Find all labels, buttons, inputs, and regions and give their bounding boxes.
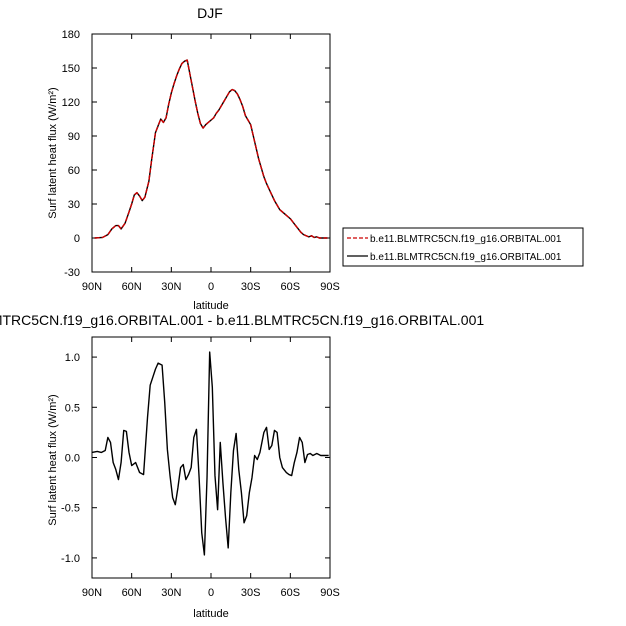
top-xtick-label: 60S bbox=[281, 281, 301, 293]
bottom-xtick-label: 30S bbox=[241, 587, 261, 599]
bottom-ytick-label: 1.0 bbox=[65, 352, 80, 364]
bottom-xtick-label: 90N bbox=[82, 587, 102, 599]
bottom-chart-ylabel: Surf latent heat flux (W/m²) bbox=[47, 394, 59, 525]
bottom-xtick-label: 90S bbox=[320, 587, 340, 599]
bottom-chart: b.e11.BLMTRC5CN.f19_g16.ORBITAL.001 - b.… bbox=[0, 312, 484, 620]
top-chart-frame bbox=[91, 33, 331, 273]
top-chart-title: DJF bbox=[197, 5, 223, 21]
bottom-chart-frame bbox=[91, 336, 331, 579]
top-ytick-label: 180 bbox=[62, 29, 80, 41]
top-xtick-label: 30N bbox=[161, 281, 181, 293]
top-xtick-label: 90S bbox=[320, 281, 340, 293]
legend-label-1: b.e11.BLMTRC5CN.f19_g16.ORBITAL.001 bbox=[370, 234, 562, 245]
top-ytick-label: 150 bbox=[62, 63, 80, 75]
top-chart-ylabel: Surf latent heat flux (W/m²) bbox=[47, 87, 59, 218]
bottom-xtick-label: 60S bbox=[281, 587, 301, 599]
top-xtick-label: 30S bbox=[241, 281, 261, 293]
bottom-xtick-label: 60N bbox=[122, 587, 142, 599]
bottom-chart-xlabel: latitude bbox=[193, 608, 228, 620]
bottom-series-line-solid bbox=[91, 351, 329, 556]
top-chart: DJF 90N 60N 30N 0 30S 60S 90S -30 0 30 60 90 120 150 1… bbox=[47, 5, 340, 312]
top-ytick-label: -30 bbox=[64, 267, 80, 279]
top-ytick-label: 60 bbox=[68, 165, 80, 177]
legend: b.e11.BLMTRC5CN.f19_g16.ORBITAL.001 b.e1… bbox=[342, 227, 584, 267]
top-xtick-label: 60N bbox=[122, 281, 142, 293]
top-series-line-dashed bbox=[94, 59, 328, 239]
top-ytick-label: 120 bbox=[62, 97, 80, 109]
bottom-xtick-label: 0 bbox=[208, 587, 214, 599]
legend-label-2: b.e11.BLMTRC5CN.f19_g16.ORBITAL.001 bbox=[370, 252, 562, 263]
bottom-chart-title: b.e11.BLMTRC5CN.f19_g16.ORBITAL.001 - b.… bbox=[0, 312, 484, 328]
top-ytick-label: 90 bbox=[68, 131, 80, 143]
top-xtick-label: 90N bbox=[82, 281, 102, 293]
bottom-ytick-label: 0.0 bbox=[65, 453, 80, 465]
bottom-ytick-label: -0.5 bbox=[61, 503, 80, 515]
bottom-xtick-label: 30N bbox=[161, 587, 181, 599]
top-xtick-label: 0 bbox=[208, 281, 214, 293]
top-chart-xlabel: latitude bbox=[193, 300, 228, 312]
legend-box bbox=[342, 227, 584, 267]
bottom-ytick-label: 0.5 bbox=[65, 402, 80, 414]
top-ytick-label: 30 bbox=[68, 199, 80, 211]
top-ytick-label: 0 bbox=[74, 233, 80, 245]
bottom-ytick-label: -1.0 bbox=[61, 553, 80, 565]
